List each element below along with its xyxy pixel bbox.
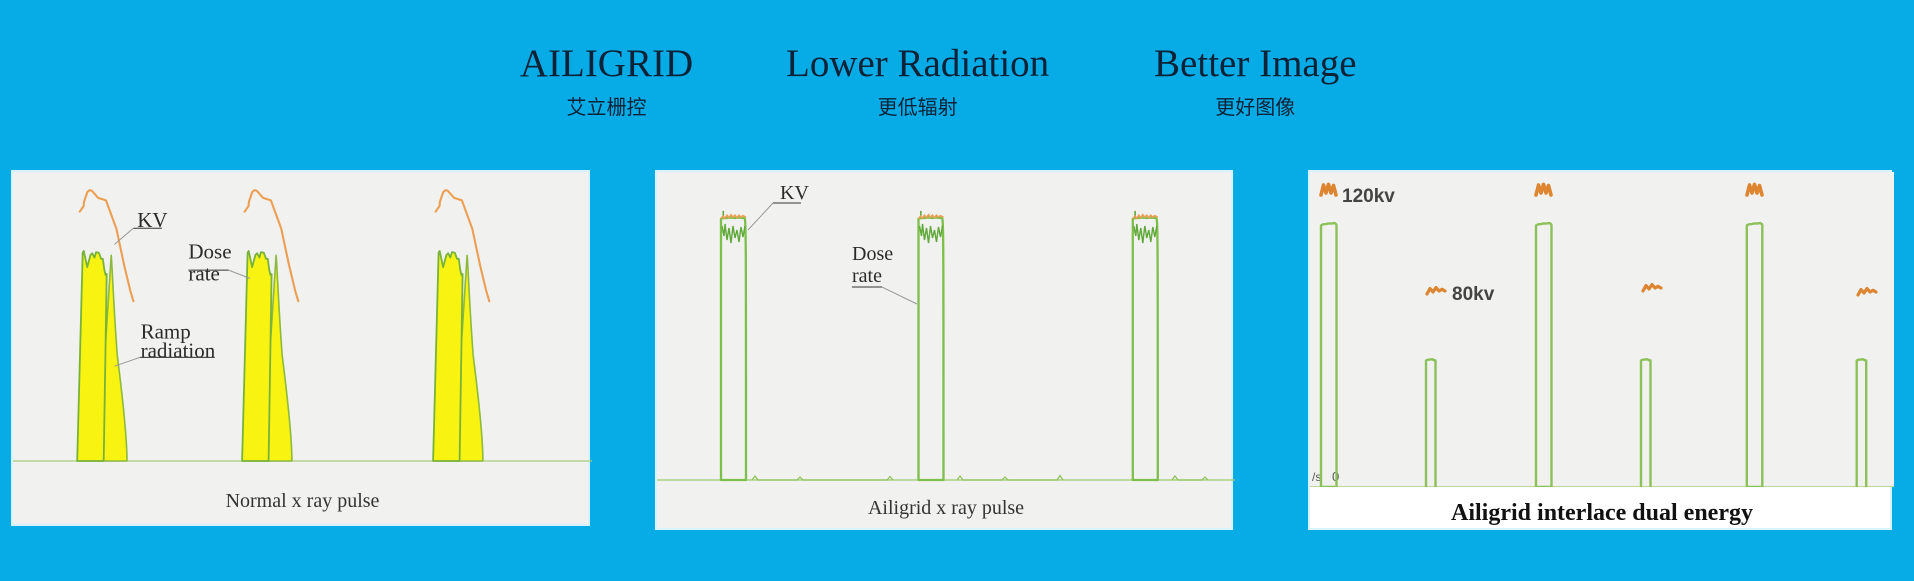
svg-text:radiation: radiation [141,338,216,362]
svg-text:Dose: Dose [852,243,893,265]
svg-text:KV: KV [780,182,809,204]
svg-text:rate: rate [188,262,219,286]
svg-text:80kv: 80kv [1452,284,1495,305]
svg-text:rate: rate [852,265,882,287]
svg-text:120kv: 120kv [1342,186,1395,207]
svg-text:Dose: Dose [188,240,231,264]
